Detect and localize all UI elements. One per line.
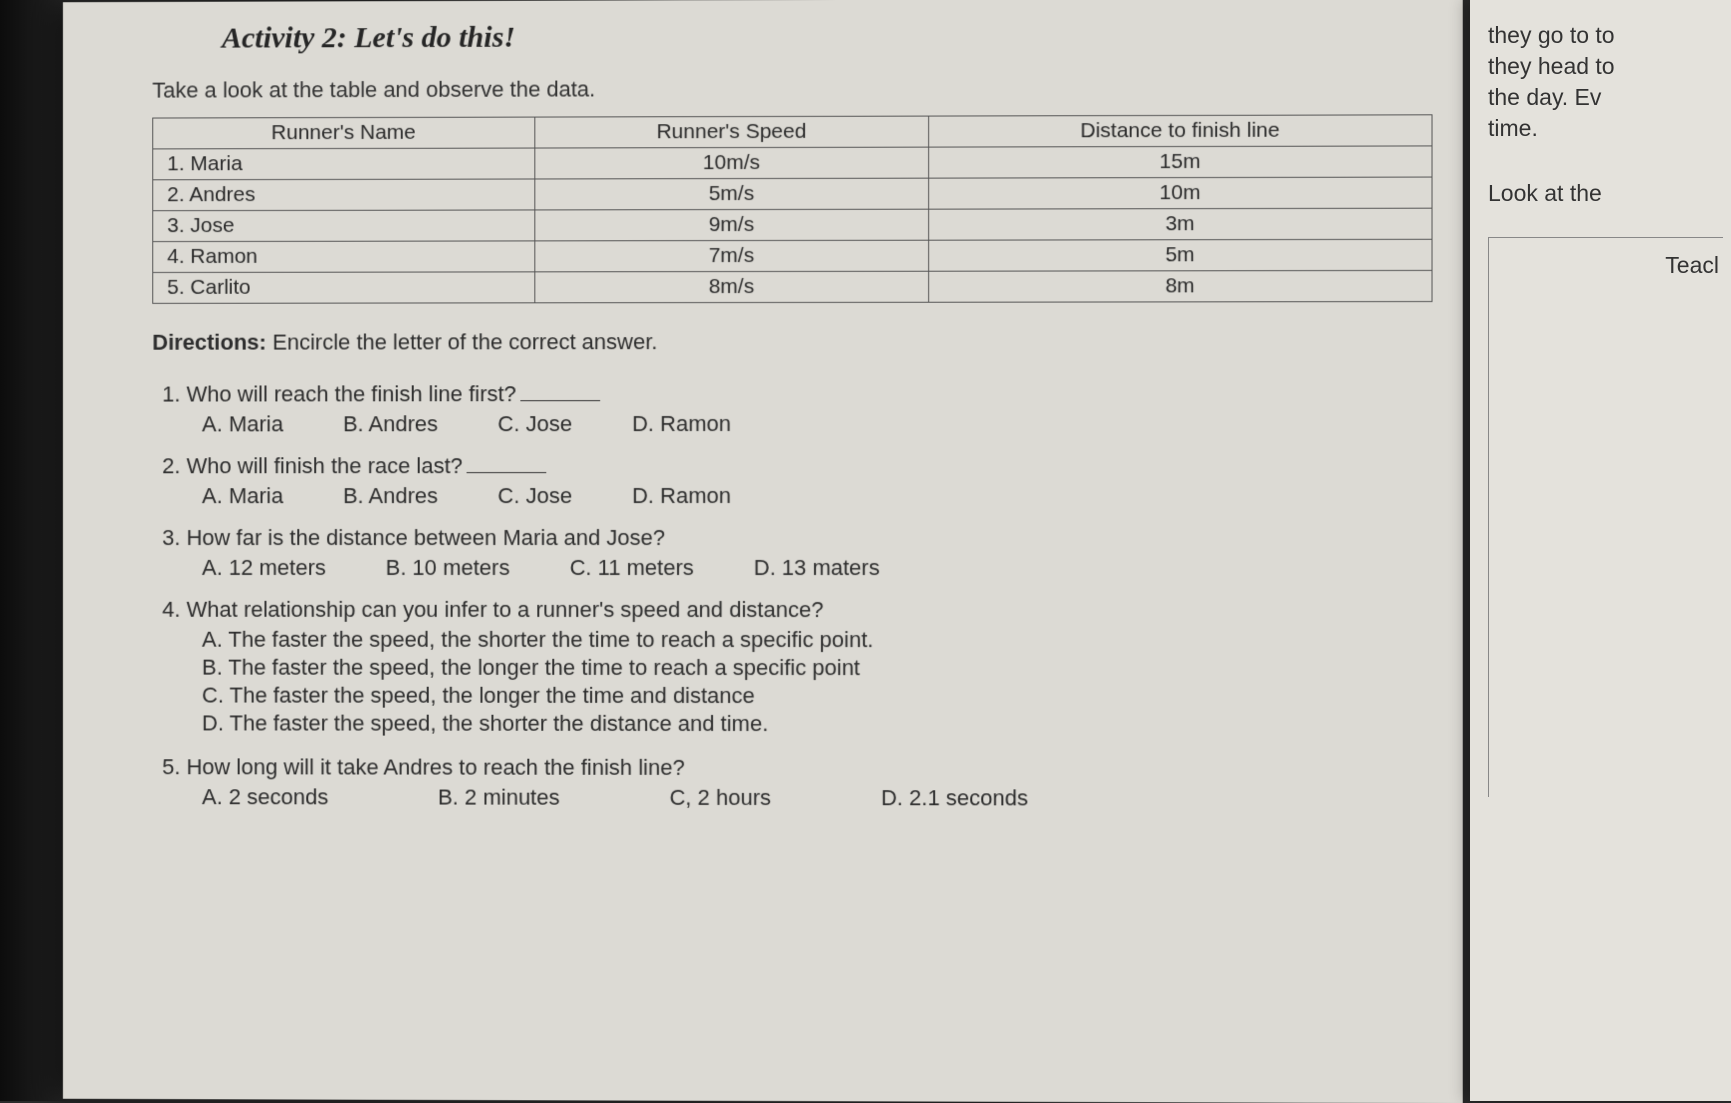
col-header-speed: Runner's Speed [535, 116, 929, 148]
choice-d: D. 2.1 seconds [881, 785, 1028, 811]
cell-name: 4. Ramon [153, 241, 535, 273]
choice-a: A. Maria [202, 411, 283, 437]
table-header-row: Runner's Name Runner's Speed Distance to… [153, 115, 1432, 149]
runners-table: Runner's Name Runner's Speed Distance to… [152, 114, 1432, 304]
cell-name: 1. Maria [153, 148, 535, 180]
table-row: 2. Andres 5m/s 10m [153, 177, 1432, 211]
directions: Directions: Encircle the letter of the c… [152, 328, 1432, 356]
question-text: 2. Who will finish the race last? [162, 453, 1432, 480]
table-row: 4. Ramon 7m/s 5m [153, 239, 1432, 272]
side-line: time. [1488, 113, 1723, 144]
q2-text: 2. Who will finish the race last? [162, 453, 462, 478]
worksheet-page: Activity 2: Let's do this! Take a look a… [63, 0, 1463, 1103]
choice-a: A. 12 meters [202, 555, 326, 581]
cell-speed: 5m/s [535, 178, 929, 210]
question-text: 5. How long will it take Andres to reach… [162, 754, 1432, 782]
choice-a: A. The faster the speed, the shorter the… [202, 627, 1433, 654]
choice-a: A. 2 seconds [202, 784, 328, 810]
cell-speed: 9m/s [535, 209, 929, 241]
adjacent-page-fragment: they go to to they head to the day. Ev t… [1470, 0, 1731, 1101]
choice-b: B. 10 meters [386, 555, 510, 581]
choice-b: B. Andres [343, 483, 438, 509]
side-look-at: Look at the [1488, 178, 1723, 209]
question-1: 1. Who will reach the finish line first?… [162, 380, 1432, 437]
choice-c: C, 2 hours [670, 785, 771, 811]
answer-blank [467, 472, 547, 473]
page-shadow [0, 0, 72, 1101]
choice-c: C. The faster the speed, the longer the … [202, 683, 1433, 710]
choice-b: B. 2 minutes [438, 785, 560, 811]
choice-a: A. Maria [202, 483, 283, 509]
cell-distance: 15m [929, 146, 1432, 178]
teach-label: Teacl [1499, 252, 1723, 279]
intro-text: Take a look at the table and observe the… [152, 74, 1432, 103]
cell-speed: 8m/s [535, 271, 929, 303]
cell-speed: 7m/s [535, 240, 929, 272]
cell-name: 3. Jose [153, 210, 535, 242]
cell-distance: 5m [929, 239, 1432, 271]
choice-b: B. The faster the speed, the longer the … [202, 655, 1433, 682]
question-5: 5. How long will it take Andres to reach… [162, 754, 1432, 812]
choice-c: C. 11 meters [570, 555, 694, 581]
question-text: 4. What relationship can you infer to a … [162, 597, 1432, 623]
choice-c: C. Jose [498, 411, 572, 437]
teach-box: Teacl [1488, 237, 1723, 797]
side-line: they go to to [1488, 20, 1723, 51]
col-header-distance: Distance to finish line [929, 115, 1432, 147]
question-text: 3. How far is the distance between Maria… [162, 525, 1432, 551]
answer-blank [520, 400, 600, 401]
question-4: 4. What relationship can you infer to a … [162, 597, 1432, 738]
choices-stack: A. The faster the speed, the shorter the… [202, 627, 1433, 738]
choices-row: A. 2 seconds B. 2 minutes C, 2 hours D. … [202, 784, 1433, 812]
choice-d: D. Ramon [632, 411, 731, 437]
cell-distance: 3m [929, 208, 1432, 240]
cell-distance: 8m [929, 270, 1432, 302]
directions-label: Directions: [152, 330, 266, 355]
col-header-name: Runner's Name [153, 117, 535, 149]
q1-text: 1. Who will reach the finish line first? [162, 381, 516, 406]
side-line: they head to [1488, 51, 1723, 82]
question-2: 2. Who will finish the race last? A. Mar… [162, 453, 1432, 510]
cell-name: 5. Carlito [153, 272, 535, 304]
choices-row: A. Maria B. Andres C. Jose D. Ramon [202, 483, 1433, 509]
question-text: 1. Who will reach the finish line first? [162, 380, 1432, 407]
directions-text: Encircle the letter of the correct answe… [266, 329, 657, 354]
cell-speed: 10m/s [535, 147, 929, 179]
activity-title: Activity 2: Let's do this! [222, 18, 1433, 56]
choices-row: A. 12 meters B. 10 meters C. 11 meters D… [202, 555, 1433, 581]
choice-b: B. Andres [343, 411, 438, 437]
side-line: the day. Ev [1488, 82, 1723, 113]
choice-d: D. Ramon [632, 483, 731, 509]
choice-d: D. The faster the speed, the shorter the… [202, 710, 1433, 737]
choice-c: C. Jose [498, 483, 572, 509]
choice-d: D. 13 maters [754, 555, 880, 581]
table-row: 5. Carlito 8m/s 8m [153, 270, 1432, 303]
cell-distance: 10m [929, 177, 1432, 209]
choices-row: A. Maria B. Andres C. Jose D. Ramon [202, 410, 1433, 437]
cell-name: 2. Andres [153, 179, 535, 211]
question-3: 3. How far is the distance between Maria… [162, 525, 1432, 581]
table-row: 3. Jose 9m/s 3m [153, 208, 1432, 241]
table-row: 1. Maria 10m/s 15m [153, 146, 1432, 180]
